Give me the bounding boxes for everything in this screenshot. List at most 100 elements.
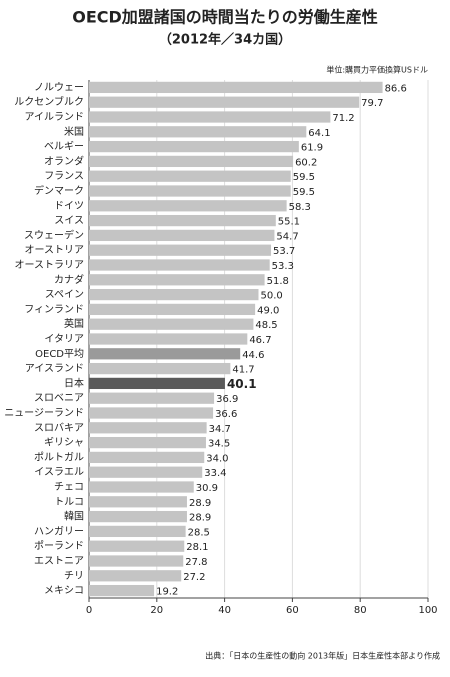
value-label: 19.2 — [156, 587, 178, 598]
value-label: 49.0 — [257, 305, 279, 316]
y-tick-label: オーストラリア — [15, 259, 85, 271]
y-tick-label: スロバキア — [34, 422, 84, 434]
y-tick-label: 英国 — [64, 317, 84, 330]
value-label: 34.0 — [206, 453, 228, 464]
value-label: 55.1 — [278, 217, 300, 228]
unit-note: 単位:購買力平価換算USドル — [326, 65, 428, 75]
bar — [89, 126, 307, 138]
y-tick-label: ポーランド — [34, 540, 84, 552]
value-label: 71.2 — [332, 113, 354, 124]
y-tick-label: チェコ — [54, 481, 84, 493]
bar — [89, 584, 155, 597]
value-label: 53.7 — [273, 246, 295, 257]
value-label: 28.9 — [189, 498, 211, 509]
bar — [89, 348, 241, 360]
bar — [89, 81, 383, 94]
value-label: 59.5 — [293, 187, 315, 198]
bar — [89, 407, 214, 419]
y-tick-label: OECD平均 — [35, 348, 84, 360]
x-tick-label: 20 — [150, 605, 163, 616]
value-label: 34.5 — [208, 439, 230, 450]
bar — [89, 318, 254, 330]
x-tick-label: 100 — [418, 605, 437, 616]
bar — [89, 540, 185, 552]
value-label: 64.1 — [308, 128, 330, 139]
bar — [89, 155, 294, 168]
y-tick-label: ハンガリー — [34, 525, 84, 537]
bar — [89, 303, 256, 316]
y-tick-label: デンマーク — [34, 184, 84, 197]
y-tick-label: メキシコ — [44, 586, 84, 597]
bar — [89, 481, 194, 493]
bar — [89, 214, 276, 227]
value-label: 27.8 — [185, 557, 207, 568]
value-label: 33.4 — [204, 468, 226, 479]
value-label: 46.7 — [249, 335, 271, 346]
y-tick-label: ベルギー — [44, 141, 84, 153]
chart-subtitle: （2012年／34カ国） — [159, 32, 291, 48]
y-tick-label: ギリシャ — [44, 437, 84, 449]
y-tick-label: スペイン — [45, 290, 84, 301]
y-tick-label: ルクセンブルク — [14, 95, 84, 108]
y-tick-label: フィンランド — [24, 303, 84, 315]
value-label: 34.7 — [209, 424, 231, 435]
value-label: 59.5 — [293, 172, 315, 183]
x-tick-label: 0 — [86, 605, 92, 616]
value-label: 79.7 — [361, 98, 383, 109]
chart-title: OECD加盟諸国の時間当たりの労働生産性 — [72, 8, 378, 27]
y-tick-label: イスラエル — [34, 466, 84, 478]
y-tick-label: スウェーデン — [24, 228, 84, 241]
bar — [89, 392, 215, 404]
y-tick-label: アイルランド — [25, 111, 85, 123]
bar — [89, 259, 270, 271]
bar — [89, 422, 207, 434]
value-label: 61.9 — [301, 143, 323, 154]
value-label: 36.6 — [215, 409, 237, 420]
value-label: 36.9 — [216, 394, 238, 405]
bar — [89, 377, 225, 390]
value-label: 44.6 — [242, 350, 264, 361]
bar — [89, 333, 248, 345]
bar — [89, 185, 291, 197]
y-tick-label: オーストリア — [25, 244, 85, 256]
value-label: 27.2 — [183, 572, 205, 583]
y-tick-label: 米国 — [64, 125, 84, 138]
value-label: 51.8 — [267, 276, 289, 287]
value-label: 48.5 — [255, 320, 277, 331]
value-label: 28.1 — [186, 542, 208, 553]
y-tick-label: チリ — [64, 570, 84, 582]
y-tick-label: 日本 — [64, 376, 84, 389]
value-label: 60.2 — [295, 157, 317, 168]
y-tick-label: ノルウェー — [34, 81, 84, 93]
value-label: 50.0 — [261, 291, 283, 302]
y-tick-label: アイスランド — [25, 363, 84, 375]
x-tick-label: 80 — [354, 605, 367, 616]
bar — [89, 244, 272, 256]
bar — [89, 200, 287, 212]
bar — [89, 496, 187, 508]
bar — [89, 229, 275, 242]
bar — [89, 436, 206, 449]
y-tick-label: ポルトガル — [34, 451, 84, 463]
x-tick-label: 40 — [218, 605, 231, 616]
value-label: 30.9 — [196, 483, 218, 494]
bar — [89, 96, 360, 108]
value-label: 28.5 — [188, 527, 210, 538]
y-tick-label: イタリア — [44, 333, 84, 345]
value-label: 86.6 — [385, 83, 407, 94]
y-tick-label: エストニア — [34, 556, 84, 567]
y-tick-label: フランス — [44, 170, 84, 182]
y-tick-label: スイス — [54, 216, 84, 227]
value-label: 58.3 — [289, 202, 311, 213]
value-label: 53.3 — [272, 261, 294, 272]
bar — [89, 555, 184, 567]
bar — [89, 451, 205, 464]
bar — [89, 510, 187, 523]
y-tick-label: カナダ — [54, 273, 84, 286]
value-label: 54.7 — [276, 231, 298, 242]
y-tick-label: ドイツ — [54, 201, 84, 212]
bar — [89, 274, 265, 286]
bar — [89, 525, 186, 538]
value-label: 41.7 — [232, 365, 254, 376]
